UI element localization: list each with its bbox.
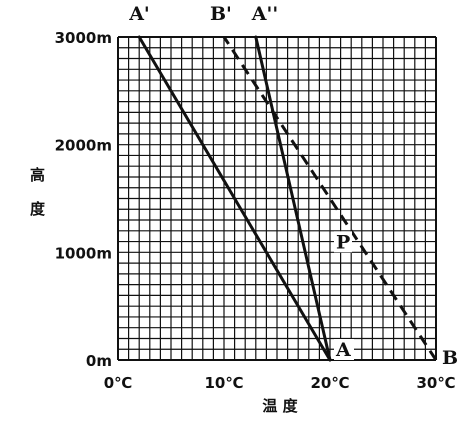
y-axis-title: 高 度: [30, 166, 46, 218]
label-backdrop: [334, 339, 354, 360]
point-label-bp: B': [210, 3, 232, 25]
x-axis-title: 温 度: [262, 397, 298, 415]
x-tick-label: 0℃: [104, 374, 133, 392]
label-backdrop: [334, 231, 352, 253]
y-tick-label: 1000m: [55, 244, 112, 262]
label-backdrop: [440, 347, 460, 368]
series-line-b-bp: [222, 36, 438, 361]
y-axis-title-char-2: 度: [30, 200, 46, 218]
point-label-a: A: [335, 339, 351, 361]
axis-ticks: 0℃ 10℃ 20℃ 30℃ 0m 1000m 2000m 3000m: [55, 29, 456, 392]
point-label-ap: A': [128, 3, 150, 25]
y-tick-label: 2000m: [55, 137, 112, 155]
point-labels: A B P A' B' A'': [128, 3, 460, 369]
series-line-a-app: [254, 35, 332, 362]
point-label-b: B: [442, 347, 458, 369]
x-tick-label: 10℃: [204, 374, 243, 392]
y-tick-label: 3000m: [55, 29, 112, 47]
point-label-p: P: [336, 231, 350, 253]
point-label-app: A'': [251, 3, 278, 25]
x-tick-label: 30℃: [416, 374, 455, 392]
y-tick-label: 0m: [86, 352, 112, 370]
y-axis-title-char-1: 高: [30, 166, 45, 184]
series-line-a-ap: [137, 35, 332, 362]
x-tick-label: 20℃: [310, 374, 349, 392]
grid: [117, 36, 437, 361]
series-lines: [137, 35, 438, 362]
